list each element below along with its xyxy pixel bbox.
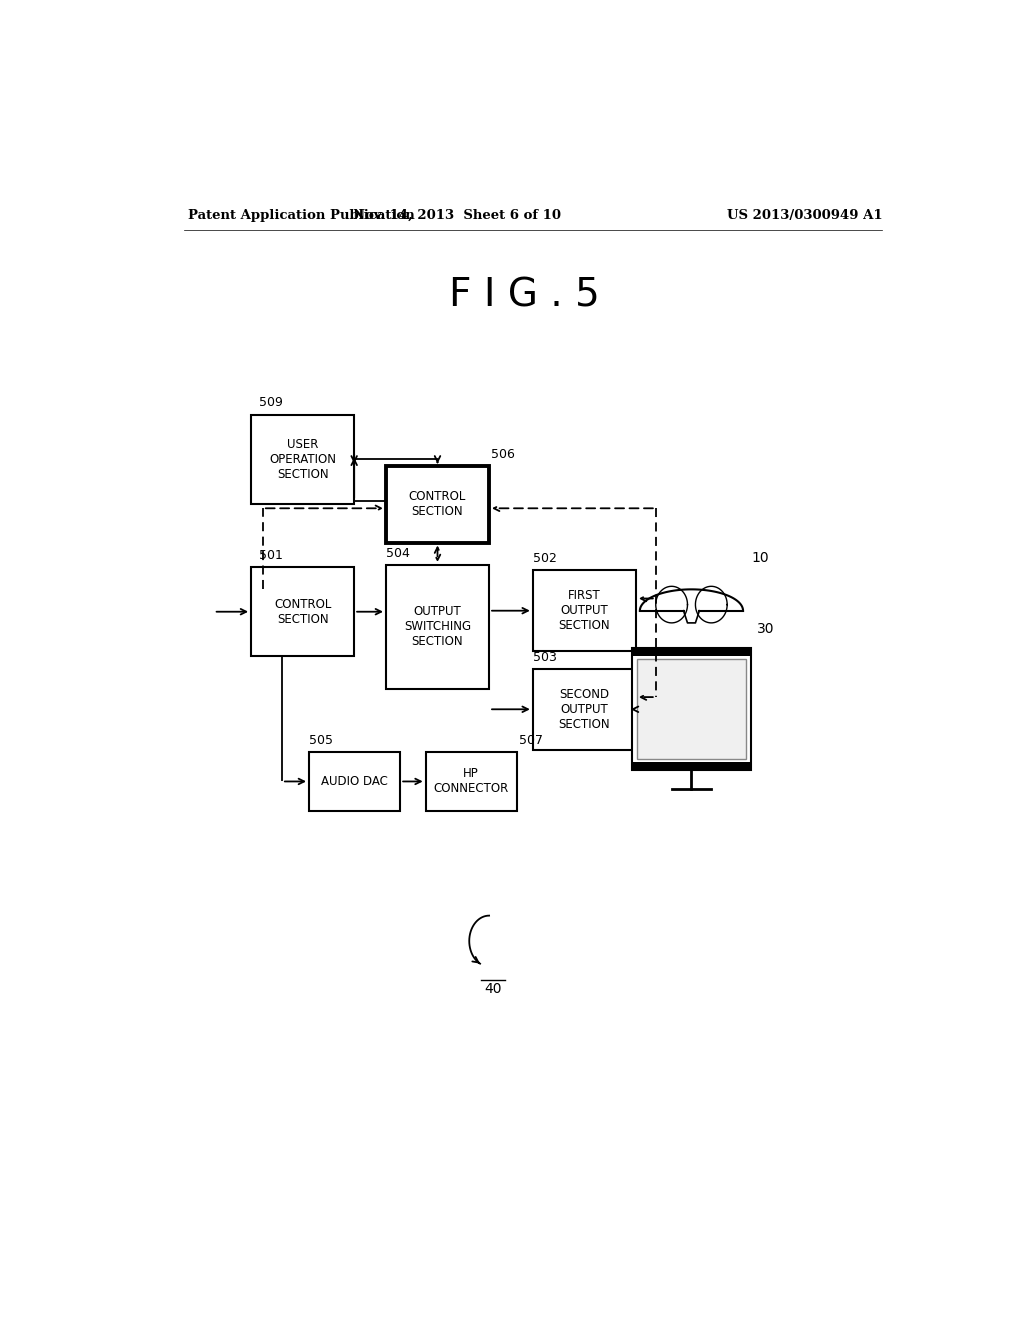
Text: 10: 10 (751, 550, 769, 565)
Text: Nov. 14, 2013  Sheet 6 of 10: Nov. 14, 2013 Sheet 6 of 10 (353, 209, 561, 222)
Bar (532, 669, 636, 750)
Text: SECOND
OUTPUT
SECTION: SECOND OUTPUT SECTION (558, 688, 610, 731)
Text: 501: 501 (259, 549, 283, 562)
Bar (309, 752, 400, 810)
Text: 40: 40 (484, 982, 502, 995)
Text: F I G . 5: F I G . 5 (450, 277, 600, 314)
Bar (251, 568, 354, 656)
Text: HP
CONNECTOR: HP CONNECTOR (433, 767, 509, 796)
Text: Patent Application Publication: Patent Application Publication (187, 209, 415, 222)
Text: FIRST
OUTPUT
SECTION: FIRST OUTPUT SECTION (558, 589, 610, 632)
Text: 509: 509 (259, 396, 283, 409)
Text: 507: 507 (519, 734, 544, 747)
Text: 505: 505 (309, 734, 333, 747)
Bar (386, 466, 489, 543)
Text: OUTPUT
SWITCHING
SECTION: OUTPUT SWITCHING SECTION (403, 606, 471, 648)
Text: 30: 30 (758, 622, 775, 636)
Text: US 2013/0300949 A1: US 2013/0300949 A1 (727, 209, 883, 222)
Bar (386, 565, 489, 689)
Bar (532, 570, 636, 651)
Text: CONTROL
SECTION: CONTROL SECTION (409, 491, 466, 519)
Bar (251, 414, 354, 504)
Bar (637, 660, 746, 759)
Text: AUDIO DAC: AUDIO DAC (322, 775, 388, 788)
Bar (632, 762, 751, 771)
Bar (632, 648, 751, 656)
Bar (426, 752, 517, 810)
Text: 504: 504 (386, 546, 410, 560)
Text: 506: 506 (492, 449, 515, 461)
Bar (632, 648, 751, 771)
Text: 502: 502 (532, 552, 557, 565)
Text: 503: 503 (532, 651, 557, 664)
Text: USER
OPERATION
SECTION: USER OPERATION SECTION (269, 438, 336, 480)
Text: CONTROL
SECTION: CONTROL SECTION (273, 598, 332, 626)
